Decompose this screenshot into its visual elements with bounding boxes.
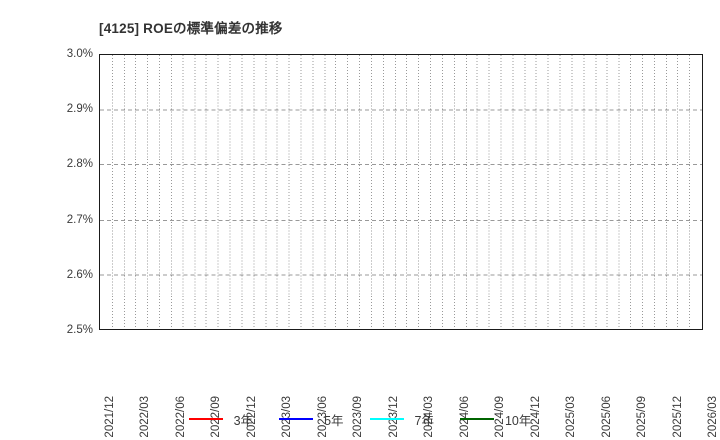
y-tick-label: 2.9% [66,103,93,116]
legend-label: 5年 [324,413,344,428]
legend-color-swatch [369,418,404,420]
x-axis: 2021/12 2022/03 2022/06 2022/09 2022/12 2023/… [99,334,719,438]
y-tick-label: 3.0% [66,48,93,60]
chart-title: [4125] ROEの標準偏差の推移 [99,21,283,36]
data-series-layer [100,55,702,329]
chart-legend: 3年 5年 7年 10年 [0,406,720,432]
legend-label: 3年 [233,413,254,428]
plot-area [99,54,703,330]
y-tick-label: 2.8% [66,158,93,171]
gridlines [100,55,702,329]
legend-color-swatch [459,418,494,420]
legend-entry[interactable]: 7年 [369,410,434,429]
y-tick-label: 2.7% [66,213,93,226]
y-tick-label: 2.5% [66,324,93,336]
legend-label: 10年 [504,413,532,428]
legend-color-swatch [279,418,314,420]
legend-entry[interactable]: 10年 [459,410,532,429]
legend-color-swatch [188,418,223,420]
legend-entry[interactable]: 3年 [188,410,254,429]
y-tick-label: 2.6% [66,268,93,281]
legend-entry[interactable]: 5年 [279,410,344,429]
y-axis: 3.0% 2.9% 2.8% 2.7% 2.6% 2.5% [0,48,93,336]
legend-label: 7年 [414,413,434,428]
